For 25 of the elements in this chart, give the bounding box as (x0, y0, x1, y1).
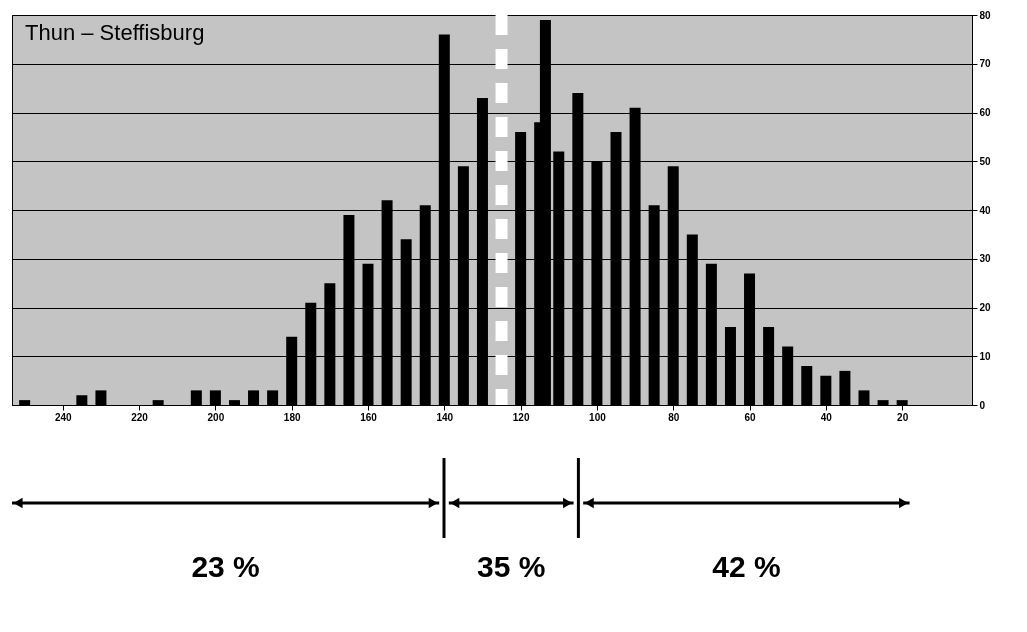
y-tick-label: 70 (979, 58, 992, 70)
x-tick-label: 80 (668, 411, 680, 423)
text: 35 % (477, 550, 546, 583)
chart-title: Thun – Steffisburg (25, 20, 205, 45)
x-tick-label: 60 (744, 411, 757, 423)
x-tick-label: 180 (283, 411, 301, 423)
x-tick-label: 240 (54, 411, 73, 423)
y-tick-label: 60 (979, 107, 992, 118)
text: 42 % (712, 550, 781, 583)
x-tick-label: 20 (897, 411, 909, 423)
x-tick-label: 200 (207, 411, 225, 423)
x-tick-label: 220 (131, 411, 149, 423)
y-tick-label: 20 (979, 302, 992, 313)
y-tick-label: 0 (979, 399, 986, 411)
y-tick-label: 50 (979, 155, 992, 167)
y-tick-label: 80 (979, 9, 992, 21)
x-tick-label: 120 (512, 411, 530, 423)
x-tick-label: 160 (360, 411, 378, 423)
x-tick-label: 100 (589, 411, 607, 423)
x-tick-label: 140 (436, 411, 454, 423)
text: 23 % (191, 550, 260, 583)
x-tick-label: 40 (820, 411, 833, 423)
y-tick-label: 10 (979, 350, 992, 362)
y-tick-label: 30 (979, 253, 992, 265)
y-tick-label: 40 (979, 204, 992, 216)
